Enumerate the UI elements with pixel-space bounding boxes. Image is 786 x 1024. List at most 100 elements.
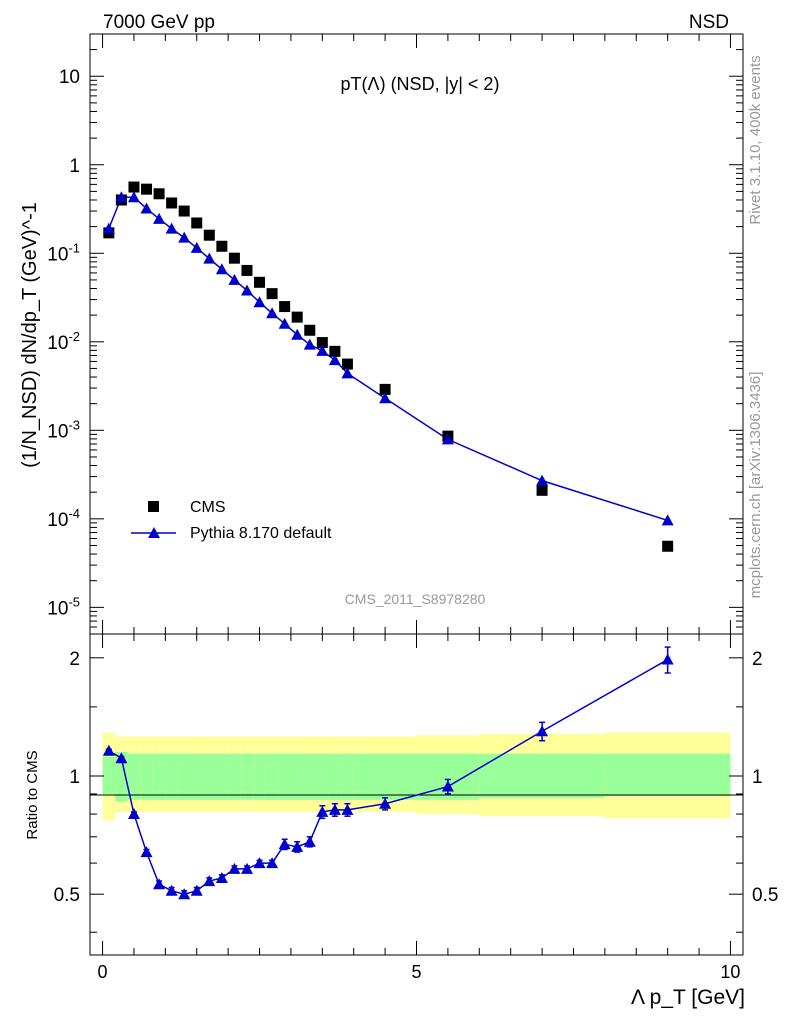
ratio-band-stat: [203, 753, 216, 800]
y-tick-label: 10-2: [47, 329, 80, 354]
ratio-point: [178, 888, 191, 900]
mc-point: [240, 284, 253, 296]
legend: CMS Pythia 8.170 default: [131, 499, 332, 542]
cms-point: [279, 301, 291, 313]
cms-point: [379, 383, 391, 395]
mc-point: [379, 392, 392, 404]
ratio-point: [228, 862, 241, 874]
ratio-point: [379, 797, 392, 809]
ratio-band-stat: [228, 753, 241, 800]
mc-point: [536, 474, 549, 486]
ratio-point: [215, 871, 228, 883]
ratio-band-stat: [152, 753, 166, 800]
cms-point: [191, 217, 203, 229]
mc-point: [328, 354, 341, 366]
y-tick-label: 10-3: [47, 417, 80, 442]
header-energy: 7000 GeV pp: [103, 12, 215, 33]
ratio-uncertainty-bands: [102, 732, 731, 821]
ratio-y-tick-label-right: 1: [752, 767, 763, 788]
cms-point: [266, 288, 278, 300]
mc-point: [341, 367, 354, 379]
mc-point: [316, 344, 329, 356]
axes: 0 5 10 10 1 10-1 10-2 10-3 10-4 10-5 2 2 1 1 0.5 0.5: [47, 33, 778, 982]
ratio-point: [140, 846, 153, 858]
cms-point: [203, 229, 215, 241]
x-tick-label: 5: [411, 962, 421, 982]
y-tick-label: 1: [69, 156, 80, 177]
cms-point: [329, 345, 341, 357]
ratio-band-stat: [278, 753, 291, 800]
cms-point: [216, 240, 228, 252]
ylabel-ratio: Ratio to CMS: [24, 750, 41, 839]
ratio-point: [341, 803, 354, 815]
ratio-band-stat: [253, 753, 266, 800]
ratio-point: [253, 857, 266, 869]
cms-point: [166, 197, 178, 209]
ratio-y-tick-label: 0.5: [54, 885, 80, 906]
ratio-band-stat: [115, 752, 128, 802]
mc-point: [253, 296, 266, 308]
cms-point: [291, 311, 303, 323]
ratio-band-stat: [127, 753, 141, 800]
ratio-band-stat: [140, 753, 153, 800]
cms-point: [141, 183, 153, 195]
mc-point: [178, 231, 191, 243]
cms-point: [304, 324, 316, 336]
ratio-y-tick-label-right: 2: [752, 649, 763, 670]
ratio-band-stat: [303, 753, 317, 800]
cms-point: [536, 484, 548, 496]
y-tick-label: 10-5: [47, 594, 80, 619]
mc-point: [266, 307, 279, 319]
y-tick-label: 10-1: [47, 240, 80, 265]
mc-point: [303, 338, 316, 350]
ratio-band-stat: [290, 753, 304, 800]
ratio-band-stat: [102, 756, 116, 794]
mc-point: [153, 212, 166, 224]
xlabel: Λ p_T [GeV]: [631, 986, 745, 1009]
ratio-point: [316, 805, 329, 817]
ratio-line: [108, 658, 669, 895]
ratio-band-stat: [165, 753, 178, 800]
ylabel-main-text: (1/N_NSD) dN/dp_T (GeV)^-1: [19, 202, 41, 468]
ratio-data-layer: [102, 646, 674, 900]
cms-point: [153, 188, 165, 200]
mc-point: [661, 514, 674, 526]
ratio-point: [303, 835, 316, 847]
cms-point: [178, 205, 190, 217]
legend-cms-label: CMS: [190, 499, 226, 516]
plot-title: pT(Λ) (NSD, |y| < 2): [341, 74, 500, 94]
ratio-band-stat: [604, 753, 731, 796]
ratio-band-stat: [353, 753, 417, 800]
ratio-band-stat: [177, 753, 191, 800]
ratio-point: [102, 744, 115, 756]
mc-point: [127, 191, 140, 203]
ratio-band-stat: [479, 753, 605, 798]
main-data-layer: [102, 181, 674, 552]
ylabel-main: (1/N_NSD) dN/dp_T (GeV)^-1: [19, 202, 41, 468]
ratio-y-tick-label: 1: [69, 767, 80, 788]
mc-point: [165, 222, 178, 234]
cms-point: [228, 252, 240, 264]
ratio-point: [661, 653, 674, 665]
ratio-band-stat: [265, 753, 279, 800]
cms-point: [341, 358, 353, 370]
ratio-y-tick-label: 2: [69, 649, 80, 670]
ratio-point: [291, 840, 304, 852]
main-plot-frame: [89, 33, 744, 635]
analysis-label: CMS_2011_S8978280: [345, 591, 486, 607]
side-mcplots: mcplots.cern.ch [arXiv:1306.3436]: [747, 372, 764, 599]
mc-point: [102, 222, 115, 234]
mc-point: [215, 263, 228, 275]
cms-point: [241, 264, 253, 276]
ratio-point: [266, 857, 279, 869]
mc-line: [108, 196, 668, 522]
legend-mc-marker: [148, 527, 160, 538]
y-tick-label: 10: [59, 67, 80, 88]
ratio-band-stat: [316, 753, 329, 800]
ratio-band-stat: [328, 753, 342, 800]
side-rivet: Rivet 3.1.10, 400k events: [747, 55, 764, 224]
mc-point: [278, 317, 291, 329]
mc-point: [140, 202, 153, 214]
x-tick-label: 10: [720, 962, 740, 982]
